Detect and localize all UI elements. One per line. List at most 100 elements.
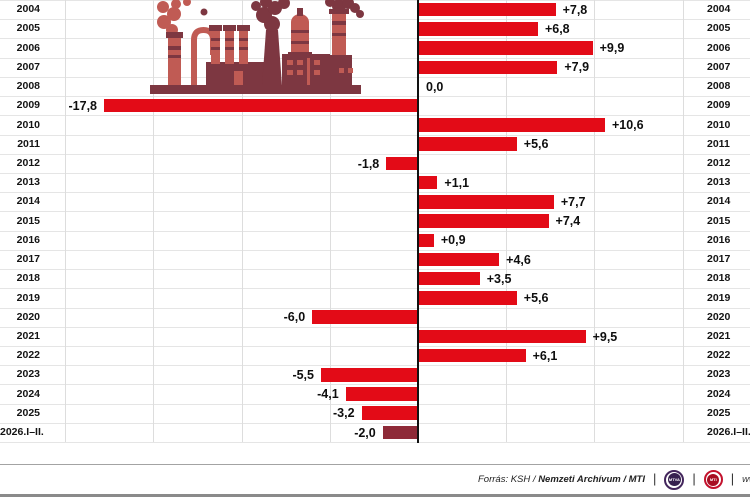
year-label-right: 2018 (707, 272, 731, 285)
gridline-horizontal (0, 345, 750, 347)
value-label: +6,1 (532, 348, 558, 363)
smoke-dark-icon (251, 0, 290, 32)
bar-2017 (418, 252, 500, 267)
bar-2007 (418, 60, 558, 75)
year-label-right: 2025 (707, 406, 731, 419)
year-label-left: 2013 (16, 176, 40, 189)
year-label-left: 2007 (16, 60, 40, 73)
year-label-left: 2022 (16, 349, 40, 362)
website-text: www.m (742, 474, 750, 485)
bar-2010 (418, 118, 605, 132)
value-label: +7,4 (555, 214, 581, 229)
year-label-right: 2017 (707, 253, 731, 266)
gridline-horizontal (0, 172, 750, 174)
year-label-left: 2026.I–II. (0, 426, 44, 439)
gridline-horizontal (0, 249, 750, 251)
gridline-horizontal (0, 442, 750, 444)
bar-2012 (386, 156, 418, 171)
year-label-left: 2019 (16, 291, 40, 304)
gridline-horizontal (0, 153, 750, 155)
bar-2004 (418, 2, 556, 17)
gridline-vertical (594, 0, 596, 442)
value-label: +9,5 (592, 329, 618, 344)
value-label: +9,9 (599, 41, 625, 56)
gridline-horizontal (0, 365, 750, 367)
year-label-left: 2023 (16, 368, 40, 381)
year-label-right: 2024 (707, 387, 731, 400)
year-label-right: 2010 (707, 118, 731, 131)
gridline-vertical (153, 0, 155, 442)
gridline-horizontal (0, 57, 750, 59)
gridline-horizontal (0, 384, 750, 386)
bar-2009 (104, 98, 418, 113)
value-label: +4,6 (506, 252, 531, 267)
separator: | (653, 471, 657, 486)
bar-2026.I–II. (382, 425, 418, 440)
year-label-left: 2017 (16, 253, 40, 266)
bar-2016 (418, 233, 434, 247)
year-label-left: 2018 (16, 272, 40, 285)
year-label-left: 2005 (16, 22, 40, 35)
building-windows-icon (287, 58, 320, 86)
year-label-left: 2014 (16, 195, 40, 208)
bar-2023 (320, 368, 418, 382)
mtva-logo-icon: MTVA (664, 469, 685, 490)
value-label: +3,5 (486, 271, 512, 286)
year-label-right: 2026.I–II. (707, 426, 750, 439)
value-label: -4,1 (317, 387, 339, 402)
gridline-vertical (65, 0, 67, 442)
gridline-horizontal (0, 230, 750, 232)
year-label-right: 2022 (707, 349, 731, 362)
year-label-left: 2010 (16, 118, 40, 131)
factory-illustration (150, 0, 364, 94)
year-label-right: 2015 (707, 214, 731, 227)
separator: | (730, 471, 735, 486)
bar-2020 (312, 310, 418, 324)
value-label: +1,1 (444, 175, 470, 190)
year-label-left: 2015 (16, 214, 40, 227)
smoke-dark-right-icon (325, 0, 364, 18)
gridline-horizontal (0, 307, 750, 309)
gridline-horizontal (0, 0, 750, 1)
bar-2025 (361, 406, 418, 420)
year-label-left: 2004 (16, 3, 40, 16)
value-label: -6,0 (283, 310, 306, 325)
year-label-right: 2021 (707, 329, 731, 342)
value-label: +7,7 (560, 195, 586, 209)
value-label: +5,6 (523, 137, 549, 152)
bar-2005 (418, 22, 538, 36)
year-label-left: 2011 (17, 137, 40, 150)
gridline-horizontal (0, 76, 750, 78)
mti-logo-icon: MTI (703, 470, 723, 489)
bar-2019 (418, 291, 517, 305)
gridline-horizontal (0, 19, 750, 21)
bar-2024 (345, 387, 418, 401)
value-label: +5,6 (523, 291, 549, 306)
gridline-horizontal (0, 422, 750, 424)
mti-logo-text: MTI (707, 473, 720, 486)
gridline-horizontal (0, 269, 750, 271)
bar-2015 (418, 214, 549, 228)
value-label: -3,2 (333, 406, 355, 421)
source-mti-name: / MTI (620, 474, 645, 485)
year-label-right: 2016 (707, 233, 731, 246)
year-label-right: 2008 (707, 80, 731, 93)
bar-chart: +7,8 2004 2004 +6,8 2005 2005 +9,9 2006 2006 +7,9… (0, 0, 750, 444)
bar-2021 (418, 329, 586, 344)
source-archive-name: Nemzeti Archívum (538, 474, 621, 485)
year-label-left: 2012 (16, 156, 40, 169)
gridline-horizontal (0, 134, 750, 136)
bar-2006 (418, 41, 593, 55)
gridline-vertical (682, 0, 684, 442)
value-label: +0,9 (440, 233, 466, 248)
gridline-horizontal (0, 38, 750, 40)
bar-2014 (418, 195, 554, 209)
value-label: +7,8 (562, 2, 588, 17)
year-label-right: 2011 (707, 137, 730, 150)
source-prefix: Forrás: KSH / (478, 474, 539, 485)
value-label: +6,8 (544, 22, 570, 37)
year-label-right: 2004 (707, 3, 731, 16)
year-label-right: 2009 (707, 99, 731, 112)
mtva-logo-text: MTVA (667, 473, 681, 486)
